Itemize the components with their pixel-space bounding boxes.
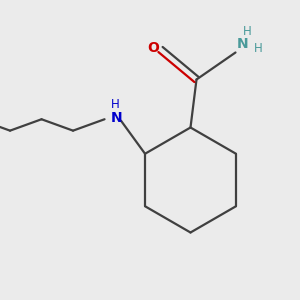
Text: N: N xyxy=(111,111,122,125)
Text: N: N xyxy=(237,37,249,50)
Text: H: H xyxy=(111,98,119,111)
Text: O: O xyxy=(147,41,159,55)
Text: H: H xyxy=(254,41,262,55)
Text: H: H xyxy=(243,25,252,38)
